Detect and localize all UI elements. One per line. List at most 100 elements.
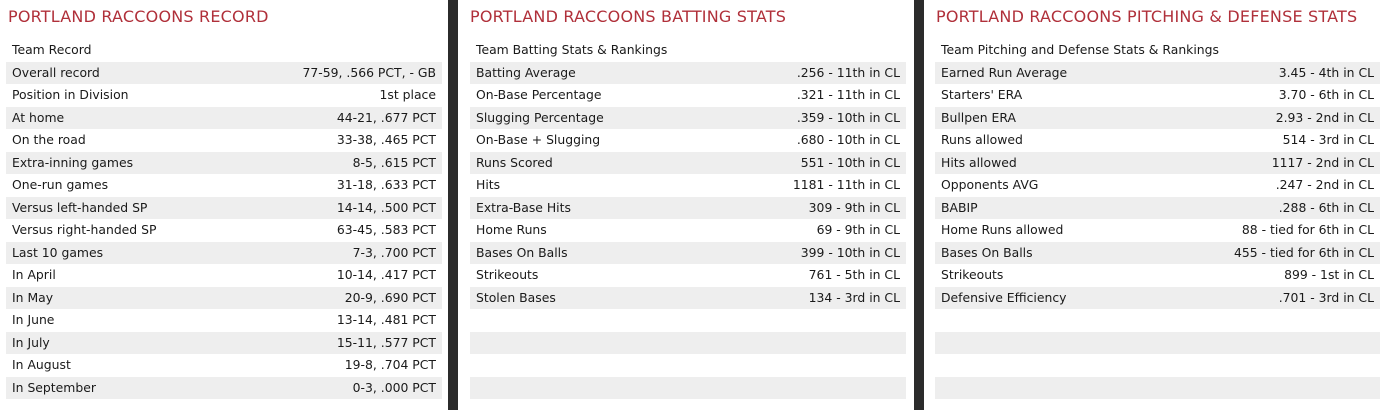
row-value: 2.93 - 2nd in CL bbox=[1275, 109, 1374, 125]
row-value: 1117 - 2nd in CL bbox=[1271, 154, 1374, 170]
empty-row bbox=[935, 376, 1380, 399]
table-row: Strikeouts 761 - 5th in CL bbox=[470, 264, 906, 287]
row-label: Position in Division bbox=[12, 87, 129, 102]
pitching-header-row: Team Pitching and Defense Stats & Rankin… bbox=[935, 39, 1380, 62]
row-value: 8-5, .615 PCT bbox=[352, 154, 436, 170]
row-value: 33-38, .465 PCT bbox=[336, 132, 436, 147]
table-row: In August 19-8, .704 PCT bbox=[6, 354, 442, 377]
table-row: Strikeouts 899 - 1st in CL bbox=[935, 264, 1380, 287]
row-label: In July bbox=[12, 334, 50, 350]
table-row: In May 20-9, .690 PCT bbox=[6, 286, 442, 309]
row-value: 77-59, .566 PCT, - GB bbox=[302, 64, 437, 80]
row-label: Hits bbox=[476, 177, 501, 192]
row-label: Home Runs allowed bbox=[941, 222, 1064, 237]
pitching-title: PORTLAND RACCOONS PITCHING & DEFENSE STA… bbox=[936, 7, 1358, 26]
row-label: Strikeouts bbox=[941, 267, 1004, 282]
row-label: In June bbox=[12, 312, 55, 327]
table-row: Defensive Efficiency .701 - 3rd in CL bbox=[935, 286, 1380, 309]
row-label: Last 10 games bbox=[12, 244, 104, 260]
row-label: Extra-inning games bbox=[12, 154, 134, 170]
row-value: .680 - 10th in CL bbox=[796, 132, 900, 147]
table-row: In June 13-14, .481 PCT bbox=[6, 309, 442, 332]
table-row: Bullpen ERA 2.93 - 2nd in CL bbox=[935, 106, 1380, 129]
table-row: Runs allowed 514 - 3rd in CL bbox=[935, 129, 1380, 152]
row-value: 551 - 10th in CL bbox=[800, 154, 900, 170]
table-row: Hits allowed 1117 - 2nd in CL bbox=[935, 151, 1380, 174]
batting-header: Team Batting Stats & Rankings bbox=[476, 42, 668, 57]
row-value: 31-18, .633 PCT bbox=[336, 177, 436, 192]
row-label: Versus right-handed SP bbox=[12, 222, 157, 237]
record-header-row: Team Record bbox=[6, 39, 442, 62]
pitching-header: Team Pitching and Defense Stats & Rankin… bbox=[941, 42, 1219, 57]
empty-row bbox=[935, 331, 1380, 354]
row-label: Bases On Balls bbox=[941, 244, 1033, 260]
table-row: Versus right-handed SP 63-45, .583 PCT bbox=[6, 219, 442, 242]
row-label: BABIP bbox=[941, 199, 978, 215]
row-label: In August bbox=[12, 357, 71, 372]
row-value: 514 - 3rd in CL bbox=[1282, 132, 1374, 147]
row-label: One-run games bbox=[12, 177, 109, 192]
row-label: On-Base + Slugging bbox=[476, 132, 601, 147]
record-table: Team Record Overall record 77-59, .566 PC… bbox=[6, 39, 442, 399]
table-row: Position in Division 1st place bbox=[6, 84, 442, 107]
table-row: Last 10 games 7-3, .700 PCT bbox=[6, 241, 442, 264]
row-value: 19-8, .704 PCT bbox=[344, 357, 436, 372]
row-value: 399 - 10th in CL bbox=[800, 244, 900, 260]
table-row: At home 44-21, .677 PCT bbox=[6, 106, 442, 129]
row-value: .256 - 11th in CL bbox=[796, 64, 900, 80]
empty-row bbox=[470, 354, 906, 377]
row-value: 13-14, .481 PCT bbox=[336, 312, 436, 327]
row-label: Defensive Efficiency bbox=[941, 289, 1067, 305]
table-row: Bases On Balls 399 - 10th in CL bbox=[470, 241, 906, 264]
empty-row bbox=[935, 309, 1380, 332]
batting-panel: PORTLAND RACCOONS BATTING STATS Team Bat… bbox=[458, 0, 914, 410]
row-value: 899 - 1st in CL bbox=[1284, 267, 1374, 282]
empty-row bbox=[935, 354, 1380, 377]
row-label: Opponents AVG bbox=[941, 177, 1039, 192]
row-value: 1181 - 11th in CL bbox=[792, 177, 900, 192]
row-label: On-Base Percentage bbox=[476, 87, 602, 102]
row-label: Batting Average bbox=[476, 64, 576, 80]
table-row: On-Base Percentage .321 - 11th in CL bbox=[470, 84, 906, 107]
batting-title: PORTLAND RACCOONS BATTING STATS bbox=[470, 7, 787, 26]
row-label: Runs allowed bbox=[941, 132, 1023, 147]
pitching-table: Team Pitching and Defense Stats & Rankin… bbox=[935, 39, 1380, 399]
row-value: .247 - 2nd in CL bbox=[1275, 177, 1374, 192]
row-label: Overall record bbox=[12, 64, 100, 80]
row-label: Versus left-handed SP bbox=[12, 199, 148, 215]
table-row: One-run games 31-18, .633 PCT bbox=[6, 174, 442, 197]
record-header: Team Record bbox=[12, 42, 92, 57]
pitching-panel: PORTLAND RACCOONS PITCHING & DEFENSE STA… bbox=[924, 0, 1382, 410]
table-row: Batting Average .256 - 11th in CL bbox=[470, 61, 906, 84]
table-row: In September 0-3, .000 PCT bbox=[6, 376, 442, 399]
row-value: 69 - 9th in CL bbox=[816, 222, 900, 237]
empty-row bbox=[470, 331, 906, 354]
table-row: Versus left-handed SP 14-14, .500 PCT bbox=[6, 196, 442, 219]
row-label: On the road bbox=[12, 132, 86, 147]
row-value: 3.45 - 4th in CL bbox=[1278, 64, 1374, 80]
table-row: In April 10-14, .417 PCT bbox=[6, 264, 442, 287]
record-panel: PORTLAND RACCOONS RECORD Team Record Ove… bbox=[0, 0, 448, 410]
table-row: On the road 33-38, .465 PCT bbox=[6, 129, 442, 152]
table-row: Stolen Bases 134 - 3rd in CL bbox=[470, 286, 906, 309]
row-value: 309 - 9th in CL bbox=[808, 199, 900, 215]
row-value: 44-21, .677 PCT bbox=[336, 109, 436, 125]
row-value: .359 - 10th in CL bbox=[796, 109, 900, 125]
row-label: Starters' ERA bbox=[941, 87, 1023, 102]
table-row: Hits 1181 - 11th in CL bbox=[470, 174, 906, 197]
row-value: 88 - tied for 6th in CL bbox=[1241, 222, 1374, 237]
row-value: 455 - tied for 6th in CL bbox=[1233, 244, 1374, 260]
row-label: Extra-Base Hits bbox=[476, 199, 571, 215]
row-label: Bullpen ERA bbox=[941, 109, 1016, 125]
table-row: BABIP .288 - 6th in CL bbox=[935, 196, 1380, 219]
row-label: In September bbox=[12, 379, 96, 395]
row-value: .321 - 11th in CL bbox=[796, 87, 900, 102]
row-value: .701 - 3rd in CL bbox=[1278, 289, 1374, 305]
row-label: At home bbox=[12, 109, 65, 125]
row-label: In May bbox=[12, 289, 54, 305]
table-row: Home Runs 69 - 9th in CL bbox=[470, 219, 906, 242]
record-title: PORTLAND RACCOONS RECORD bbox=[8, 7, 269, 26]
row-label: Bases On Balls bbox=[476, 244, 568, 260]
table-row: Earned Run Average 3.45 - 4th in CL bbox=[935, 61, 1380, 84]
